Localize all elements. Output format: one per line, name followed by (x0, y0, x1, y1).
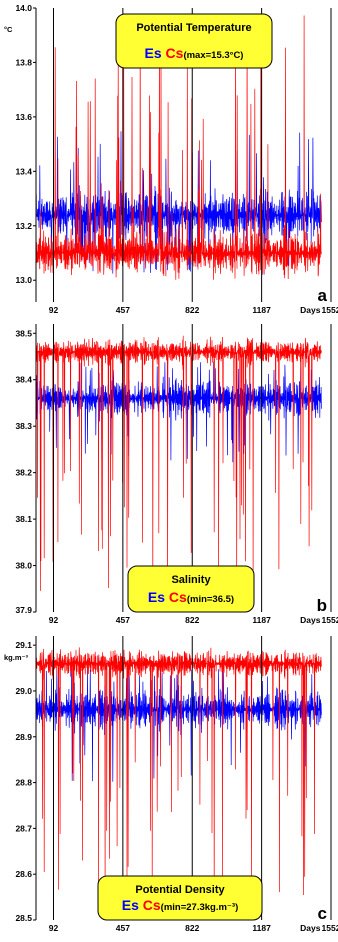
chart-title: Potential Density (135, 884, 225, 896)
legend-box (127, 565, 255, 613)
x-tick-label: 822 (185, 615, 199, 625)
x-tick-label: 92 (49, 615, 59, 625)
y-tick-label: 28.9 (15, 732, 32, 742)
y-tick-label: 37.9 (15, 605, 32, 615)
x-tick-label: 457 (116, 305, 130, 315)
y-tick-label: 38.3 (15, 421, 32, 431)
legend-cs: Cs (169, 589, 187, 605)
panel-letter: b (317, 596, 327, 615)
x-tick-label: Days (300, 305, 321, 315)
y-tick-label: 28.6 (15, 869, 32, 879)
series-line-es (35, 131, 322, 275)
panel-letter: c (318, 904, 327, 923)
y-tick-label: 13.0 (15, 275, 32, 285)
series-line-cs (35, 335, 322, 598)
legend-cs: Cs (166, 45, 184, 61)
y-unit-label: kg.m⁻³ (4, 653, 28, 662)
x-tick-label: 1187 (252, 305, 271, 315)
x-tick-label: 92 (49, 923, 59, 933)
x-tick-label: 1187 (252, 923, 271, 933)
panel-letter: a (318, 286, 328, 305)
legend-line: Es Cs(min=27.3kg.m⁻³) (122, 897, 239, 913)
legend-cs: Cs (143, 897, 161, 913)
y-tick-label: 13.4 (15, 166, 32, 176)
y-tick-label: 29.0 (15, 686, 32, 696)
x-tick-label: Days (300, 615, 321, 625)
legend-line: Es Cs(max=15.3°C) (145, 45, 244, 61)
legend-note: (max=15.3°C) (183, 50, 243, 61)
x-tick-label: 822 (185, 305, 199, 315)
series-line-cs (35, 15, 322, 280)
y-tick-label: 38.5 (15, 328, 32, 338)
legend-note: (min=36.5) (187, 594, 234, 605)
x-tick-label: 1187 (252, 615, 271, 625)
series-line-es (35, 668, 322, 782)
y-tick-label: 28.8 (15, 778, 32, 788)
y-tick-label: 38.4 (15, 375, 32, 385)
x-tick-label: 457 (116, 615, 130, 625)
legend-es: Es (148, 589, 169, 605)
y-tick-label: 38.2 (15, 468, 32, 478)
y-tick-label: 38.1 (15, 514, 32, 524)
y-tick-label: 14.0 (15, 3, 32, 13)
legend-note: (min=27.3kg.m⁻³) (161, 902, 239, 913)
legend-line: Es Cs(min=36.5) (148, 589, 234, 605)
x-tick-label: 822 (185, 923, 199, 933)
y-tick-label: 13.6 (15, 112, 32, 122)
y-tick-label: 29.1 (15, 640, 32, 650)
x-tick-label: Days (300, 923, 321, 933)
y-tick-label: 38.0 (15, 561, 32, 571)
legend-box (115, 13, 273, 69)
y-tick-label: 13.8 (15, 57, 32, 67)
legend-box (97, 875, 263, 921)
y-tick-label: 28.7 (15, 823, 32, 833)
series-line-es (35, 361, 322, 464)
x-tick-label: 92 (49, 305, 59, 315)
chart-title: Potential Temperature (136, 22, 251, 34)
x-tick-label: 457 (116, 923, 130, 933)
series-line-cs (35, 647, 322, 904)
y-tick-label: 13.2 (15, 221, 32, 231)
legend-es: Es (122, 897, 143, 913)
chart-title: Salinity (171, 574, 211, 586)
y-unit-label: °C (4, 25, 13, 34)
y-tick-label: 28.5 (15, 913, 32, 923)
legend-es: Es (145, 45, 166, 61)
